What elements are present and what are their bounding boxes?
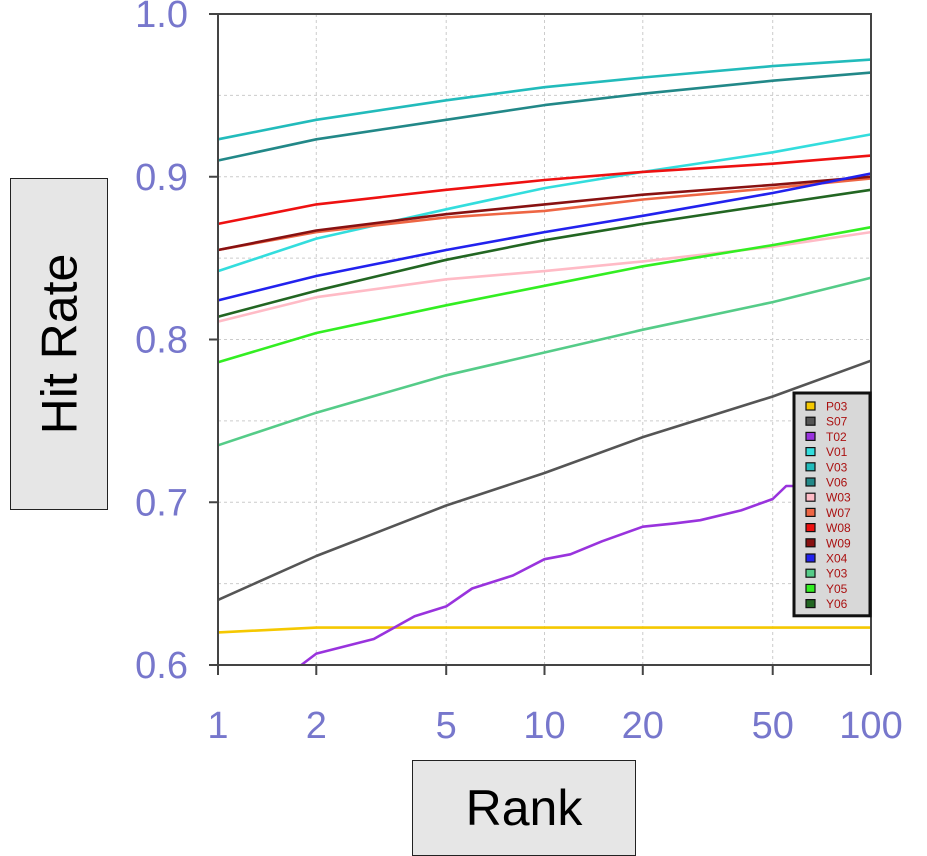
x-axis-label-box: Rank bbox=[412, 760, 636, 856]
legend-label-p03: P03 bbox=[826, 400, 848, 414]
series-line-p03 bbox=[217, 626, 871, 634]
series-line-w09 bbox=[217, 175, 872, 252]
legend-swatch-v01 bbox=[805, 447, 816, 457]
legend-label-w07: W07 bbox=[826, 506, 851, 520]
legend-label-v01: V01 bbox=[826, 445, 848, 459]
series-line-s07 bbox=[217, 359, 872, 602]
series-line-w07 bbox=[217, 177, 872, 252]
legend-swatch-w07 bbox=[805, 507, 816, 517]
x-axis: 1 2 5 10 20 50 100 bbox=[207, 665, 903, 747]
legend-swatch-v06 bbox=[805, 477, 816, 487]
legend-box bbox=[792, 391, 872, 618]
legend-swatch-s07 bbox=[805, 416, 816, 426]
legend-swatch-y03 bbox=[805, 568, 816, 578]
legend-label-v06: V06 bbox=[826, 476, 848, 490]
legend-swatch-t02 bbox=[805, 431, 816, 441]
y-tick-label: 0.7 bbox=[135, 482, 188, 524]
legend-swatch-w09 bbox=[805, 538, 816, 548]
series-line-v06 bbox=[217, 71, 872, 162]
series-line-w03 bbox=[217, 230, 872, 323]
x-axis-label: Rank bbox=[465, 780, 583, 836]
y-tick-label: 1.0 bbox=[135, 0, 188, 36]
x-tick-label: 5 bbox=[436, 705, 457, 747]
legend-label-w09: W09 bbox=[826, 536, 851, 550]
legend-label-t02: T02 bbox=[826, 430, 847, 444]
legend-swatch-v03 bbox=[805, 462, 816, 472]
legend-swatch-y06 bbox=[805, 598, 816, 609]
legend-label-v03: V03 bbox=[826, 460, 848, 474]
legend-label-w03: W03 bbox=[826, 491, 851, 505]
series-line-y03 bbox=[217, 276, 872, 447]
legend-label-y06: Y06 bbox=[826, 597, 848, 611]
y-axis-label: Hit Rate bbox=[31, 253, 87, 435]
series-line-x04 bbox=[217, 172, 872, 302]
x-tick-label: 10 bbox=[523, 705, 565, 747]
y-axis: 0.6 0.7 0.8 0.9 1.0 bbox=[135, 0, 218, 687]
y-tick-label: 0.6 bbox=[135, 645, 188, 687]
series-line-v01 bbox=[217, 133, 872, 273]
legend-swatch-y05 bbox=[805, 583, 816, 594]
legend-label-s07: S07 bbox=[826, 415, 848, 429]
series-line-t02 bbox=[300, 452, 872, 667]
y-tick-label: 0.8 bbox=[135, 320, 188, 362]
series-line-v03 bbox=[217, 58, 872, 141]
series-line-y05 bbox=[217, 225, 872, 364]
grid bbox=[217, 13, 872, 666]
legend-label-y05: Y05 bbox=[826, 582, 848, 596]
series-line-y06 bbox=[217, 188, 872, 318]
legend-swatch-w08 bbox=[805, 522, 816, 533]
x-tick-label: 100 bbox=[839, 705, 902, 747]
x-tick-label: 2 bbox=[306, 705, 327, 747]
legend-label-w08: W08 bbox=[826, 521, 851, 535]
y-axis-label-box: Hit Rate bbox=[10, 178, 108, 510]
x-tick-label: 50 bbox=[752, 705, 794, 747]
legend-swatch-p03 bbox=[805, 401, 816, 411]
x-tick-label: 1 bbox=[207, 705, 228, 747]
legend-label-x04: X04 bbox=[826, 552, 848, 566]
series-lines bbox=[217, 58, 872, 667]
legend-swatch-w03 bbox=[805, 492, 816, 502]
x-tick-label: 20 bbox=[622, 705, 664, 747]
legend-label-y03: Y03 bbox=[826, 567, 848, 581]
series-line-w08 bbox=[217, 154, 872, 226]
y-tick-label: 0.9 bbox=[135, 157, 188, 199]
legend-swatch-x04 bbox=[805, 553, 816, 563]
